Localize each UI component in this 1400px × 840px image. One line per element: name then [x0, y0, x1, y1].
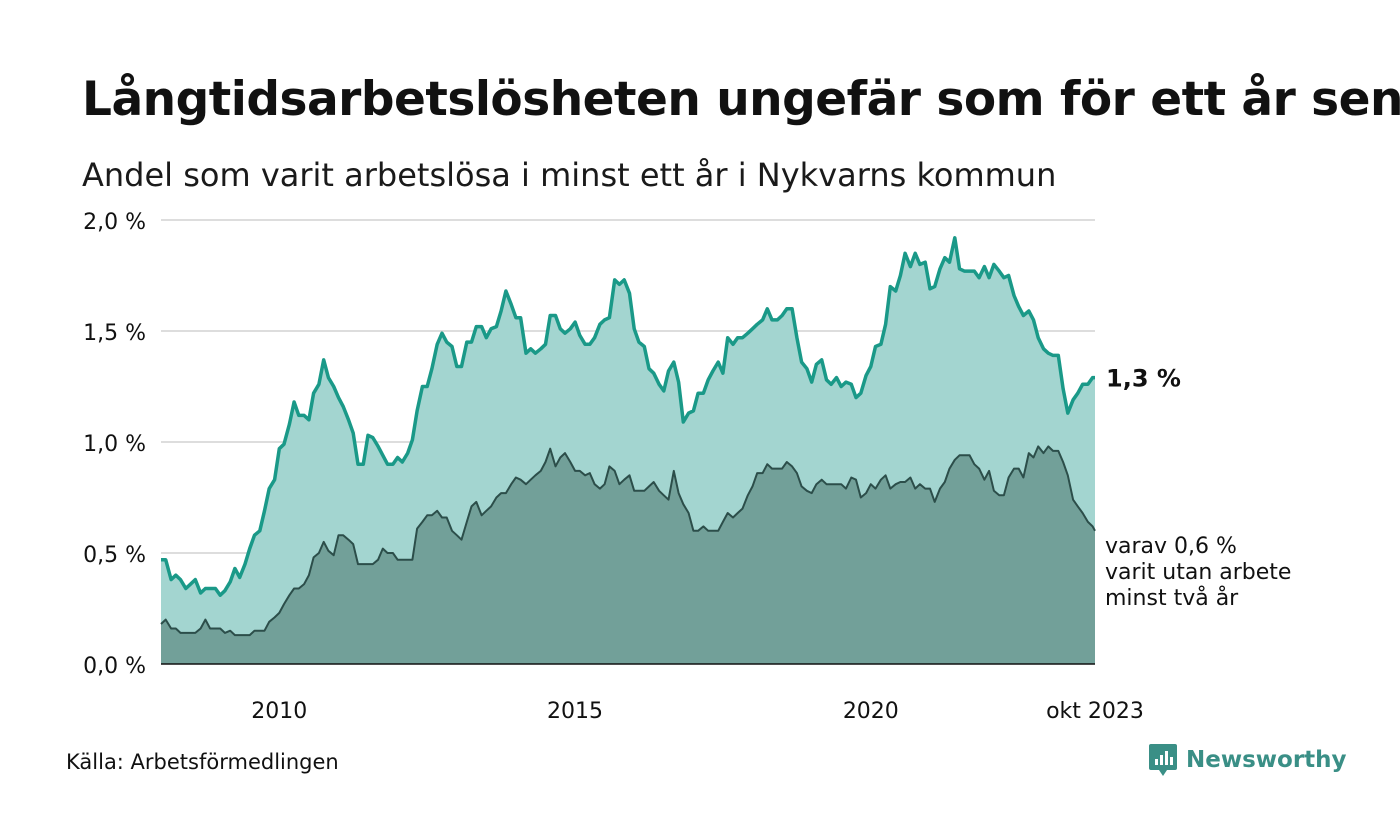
newsworthy-logo-icon: [1149, 744, 1177, 776]
end-label-two-years-line: varit utan arbete: [1105, 560, 1291, 585]
chart-title: Långtidsarbetslösheten ungefär som för e…: [82, 72, 1400, 127]
x-tick-label: okt 2023: [1046, 699, 1144, 724]
y-tick-label: 1,0 %: [83, 432, 146, 457]
end-label-longterm: 1,3 %: [1106, 365, 1181, 393]
y-tick-label: 2,0 %: [83, 210, 146, 235]
x-tick-label: 2010: [251, 699, 307, 724]
chart-subtitle: Andel som varit arbetslösa i minst ett å…: [82, 156, 1057, 194]
brand-name: Newsworthy: [1186, 747, 1347, 773]
end-label-two-years-line: varav 0,6 %: [1105, 534, 1237, 559]
end-label-two-years-line: minst två år: [1105, 585, 1239, 611]
series-line-longterm: [161, 236, 1095, 597]
y-tick-label: 0,0 %: [83, 654, 146, 679]
y-tick-label: 1,5 %: [83, 321, 146, 346]
x-tick-label: 2015: [547, 699, 603, 724]
brand-logo: Newsworthy: [1148, 742, 1347, 778]
area-chart: 0,0 % 0,5 % 1,0 % 1,5 % 2,0 % 2010 2015 2020 okt…: [83, 210, 1291, 724]
series-line-two-years: [160, 445, 1096, 637]
y-tick-label: 0,5 %: [83, 543, 146, 568]
source-note: Källa: Arbetsförmedlingen: [66, 750, 339, 774]
series-area-two-years: [161, 446, 1095, 664]
x-tick-label: 2020: [843, 699, 899, 724]
